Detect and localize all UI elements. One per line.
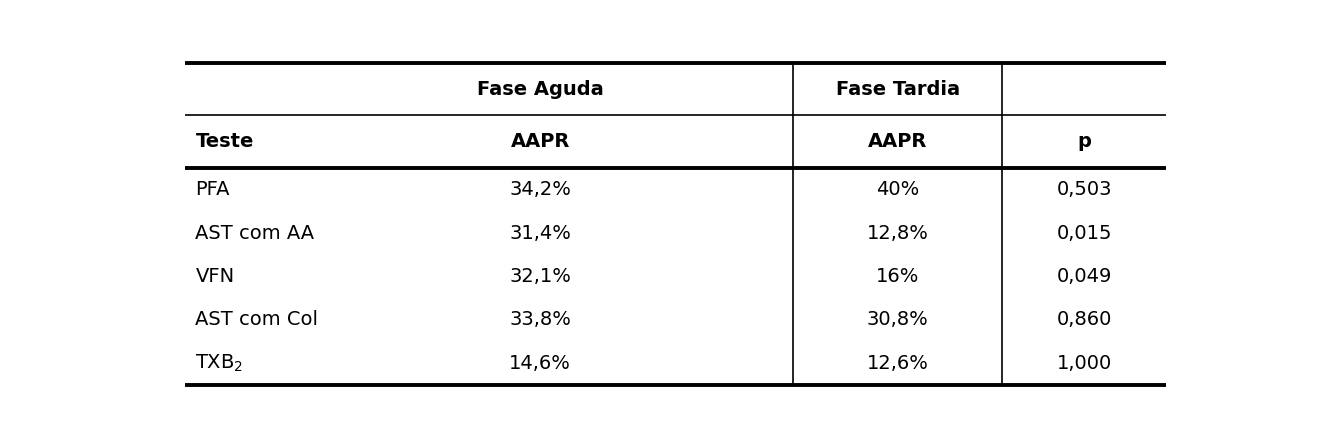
Text: Fase Aguda: Fase Aguda (477, 80, 604, 99)
Text: Teste: Teste (195, 132, 254, 151)
Text: 32,1%: 32,1% (509, 267, 571, 286)
Text: 14,6%: 14,6% (509, 354, 571, 373)
Text: 12,6%: 12,6% (867, 354, 929, 373)
Text: 0,049: 0,049 (1056, 267, 1112, 286)
Text: AST com AA: AST com AA (195, 224, 315, 242)
Text: 1,000: 1,000 (1057, 354, 1111, 373)
Text: VFN: VFN (195, 267, 235, 286)
Text: 0,015: 0,015 (1056, 224, 1112, 242)
Text: 40%: 40% (876, 180, 919, 199)
Text: AAPR: AAPR (869, 132, 928, 151)
Text: AAPR: AAPR (510, 132, 569, 151)
Text: 31,4%: 31,4% (509, 224, 571, 242)
Text: AST com Col: AST com Col (195, 310, 319, 329)
Text: 33,8%: 33,8% (509, 310, 571, 329)
Text: p: p (1077, 132, 1091, 151)
Text: TXB$_2$: TXB$_2$ (195, 352, 244, 374)
Text: 34,2%: 34,2% (509, 180, 571, 199)
Text: 16%: 16% (876, 267, 920, 286)
Text: 30,8%: 30,8% (867, 310, 928, 329)
Text: 0,503: 0,503 (1056, 180, 1112, 199)
Text: Fase Tardia: Fase Tardia (836, 80, 960, 99)
Text: 0,860: 0,860 (1056, 310, 1112, 329)
Text: 12,8%: 12,8% (867, 224, 929, 242)
Text: PFA: PFA (195, 180, 229, 199)
